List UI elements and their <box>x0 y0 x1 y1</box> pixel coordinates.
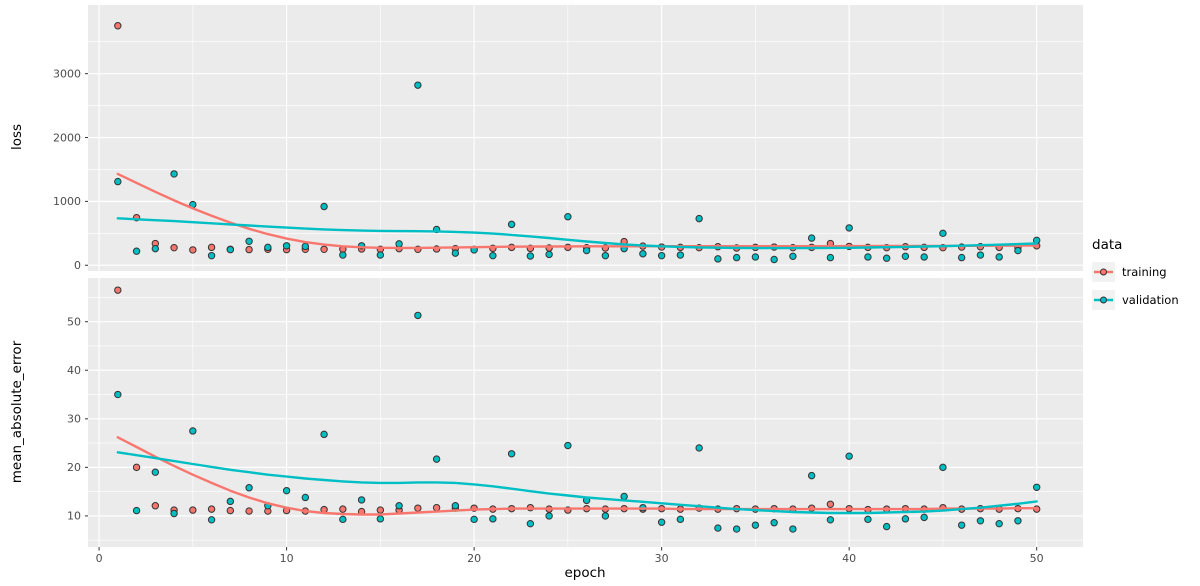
svg-text:2000: 2000 <box>53 131 81 144</box>
svg-text:3000: 3000 <box>53 67 81 80</box>
y-axis-title-loss: loss <box>9 123 25 151</box>
svg-text:1000: 1000 <box>53 195 81 208</box>
svg-text:40: 40 <box>842 552 856 565</box>
legend-title: data <box>1092 237 1123 253</box>
legend-label-training: training <box>1122 265 1167 279</box>
svg-text:20: 20 <box>467 552 481 565</box>
svg-text:0: 0 <box>74 259 81 272</box>
legend-key-validation-icon <box>1092 290 1115 310</box>
svg-text:10: 10 <box>67 510 81 523</box>
legend: data training validation <box>1092 237 1179 318</box>
svg-text:30: 30 <box>67 413 81 426</box>
svg-text:10: 10 <box>280 552 294 565</box>
x-axis-title: epoch <box>564 565 606 581</box>
svg-text:50: 50 <box>1030 552 1044 565</box>
svg-text:30: 30 <box>655 552 669 565</box>
svg-text:40: 40 <box>67 364 81 377</box>
legend-entry-training: training <box>1092 262 1179 282</box>
legend-key-training-icon <box>1092 262 1115 282</box>
legend-entry-validation: validation <box>1092 290 1179 310</box>
legend-label-validation: validation <box>1122 293 1179 307</box>
y-axis-title-mean-absolute-error: mean_absolute_error <box>9 340 25 484</box>
svg-text:20: 20 <box>67 461 81 474</box>
svg-text:0: 0 <box>96 552 103 565</box>
svg-text:50: 50 <box>67 316 81 329</box>
